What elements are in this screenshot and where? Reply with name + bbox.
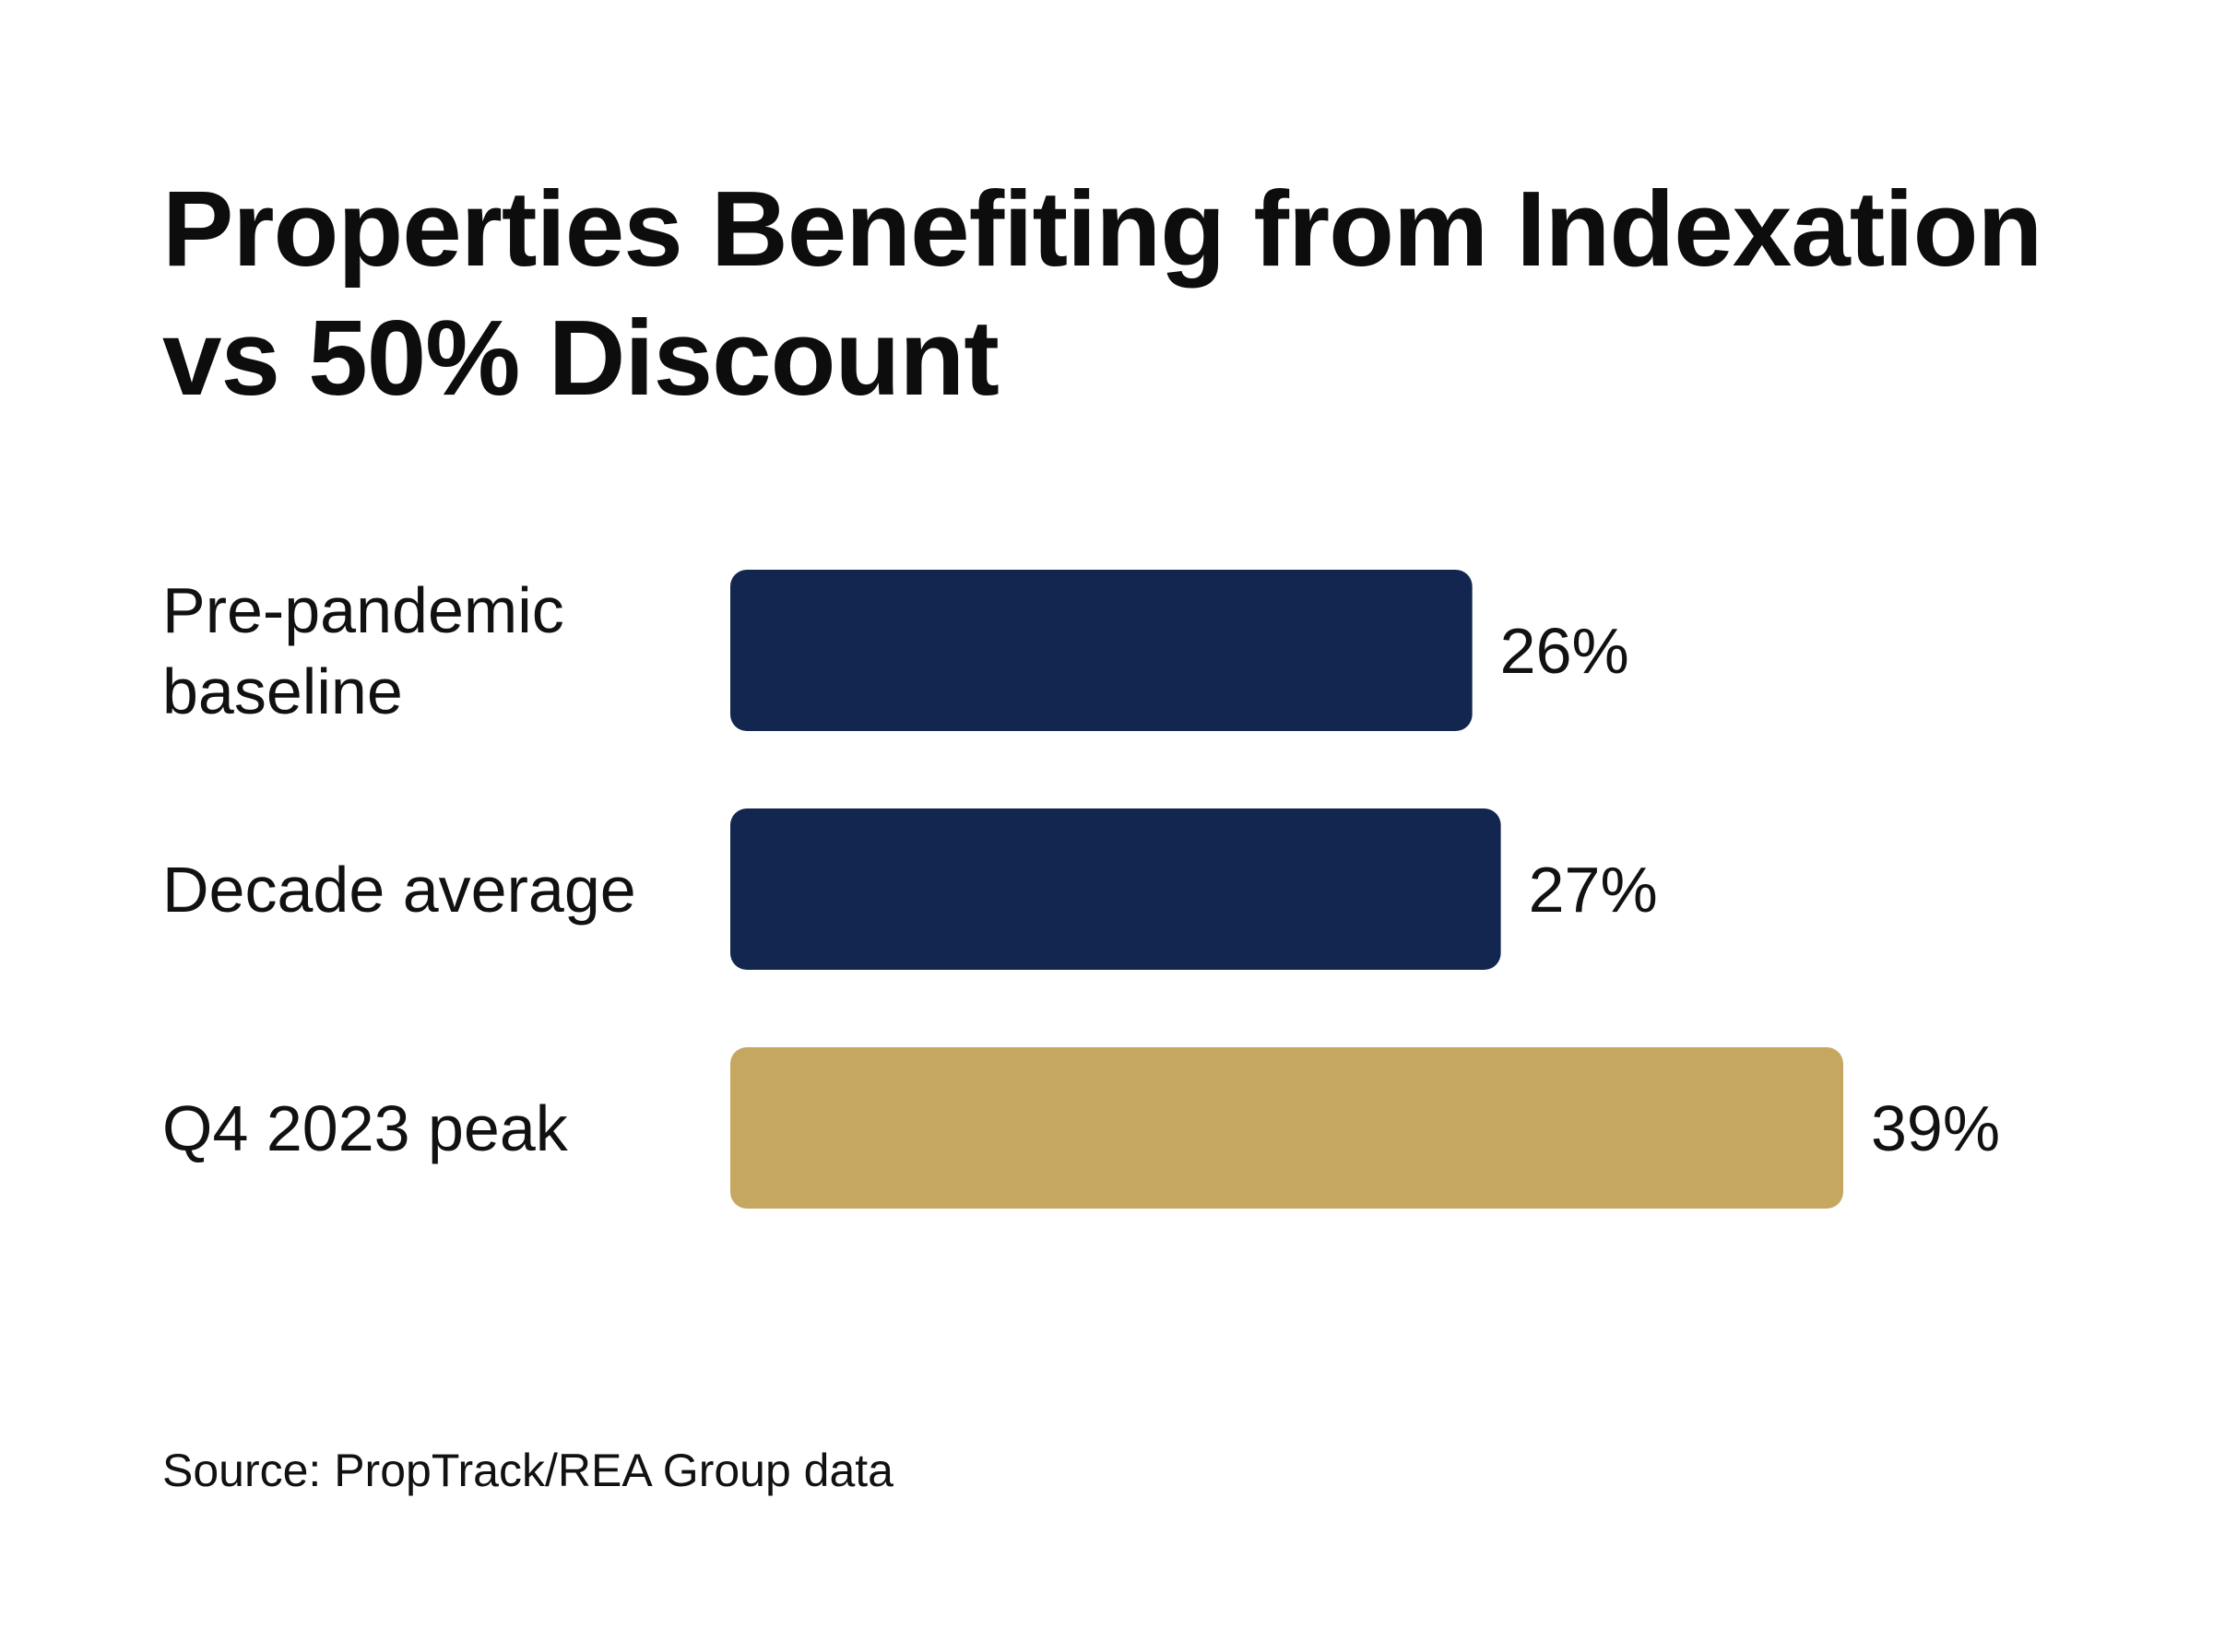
chart-title-line-1: Properties Benefiting from Indexation bbox=[162, 169, 2042, 289]
category-label-2: Decade average bbox=[162, 854, 636, 926]
value-label-1: 26% bbox=[1500, 615, 1629, 687]
bar-2 bbox=[730, 808, 1501, 970]
bar-1 bbox=[730, 570, 1473, 731]
value-label-2: 27% bbox=[1529, 854, 1658, 926]
chart-title: Properties Benefiting from Indexation vs… bbox=[162, 164, 2099, 422]
bar-3 bbox=[730, 1047, 1843, 1209]
value-label-3: 39% bbox=[1871, 1092, 2000, 1164]
bar-chart: Pre-pandemic baseline 26% Decade average 27%… bbox=[162, 570, 2000, 1209]
chart-title-line-2: vs 50% Discount bbox=[162, 298, 1000, 418]
category-label-1: Pre-pandemic baseline bbox=[162, 574, 564, 727]
source-note: Source: PropTrack/REA Group data bbox=[162, 1445, 893, 1496]
category-label-3: Q4 2023 peak bbox=[162, 1092, 569, 1164]
